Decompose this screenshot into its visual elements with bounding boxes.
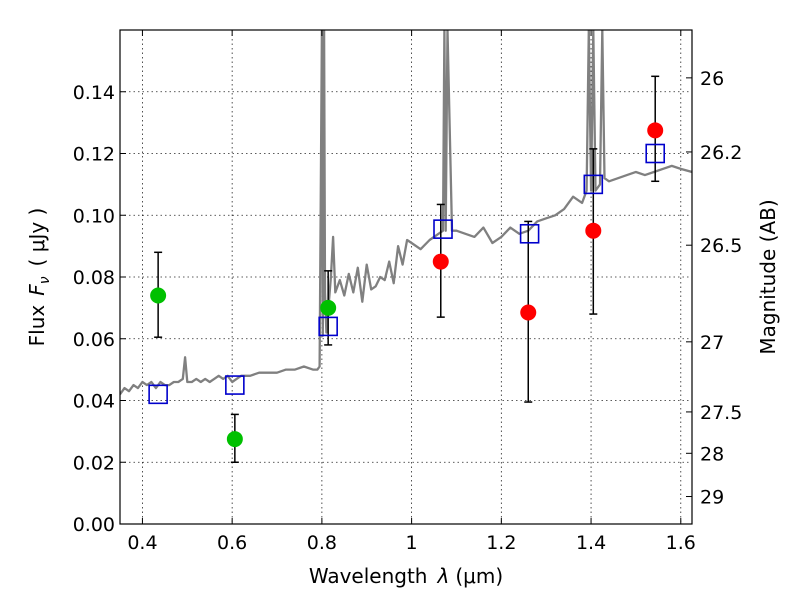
detections-green-point xyxy=(320,299,337,316)
y-tick-label: 0.12 xyxy=(73,144,115,166)
right-tick-label: 28 xyxy=(700,443,724,465)
right-tick-label: 26.5 xyxy=(700,235,742,257)
y-tick-label: 0.06 xyxy=(73,329,115,351)
model-photometry-layer xyxy=(148,143,666,405)
y-tick-label: 0.00 xyxy=(73,514,115,536)
detections-red-point xyxy=(647,122,664,139)
x-tick-label: 0.4 xyxy=(127,532,157,554)
model-photometry-box xyxy=(225,375,245,395)
model-photometry-box xyxy=(148,384,168,405)
right-tick-label: 26 xyxy=(700,68,724,90)
detections-red-point xyxy=(585,222,602,239)
y-tick-label: 0.10 xyxy=(73,205,115,227)
detections-red-point xyxy=(520,304,537,321)
y-axis-label: FluxFν( μJy ) xyxy=(25,208,53,347)
x-tick-label: 1.2 xyxy=(486,532,516,554)
right-tick-label: 27.5 xyxy=(700,402,742,424)
y-tick-label: 0.08 xyxy=(73,267,115,289)
x-axis-label: Wavelength λ (μm) xyxy=(309,564,503,588)
model-photometry-box xyxy=(583,174,604,195)
x-tick-label: 1.6 xyxy=(666,532,696,554)
right-tick-label: 26.2 xyxy=(700,142,742,164)
x-tick-label: 0.8 xyxy=(307,532,337,554)
right-tick-label: 29 xyxy=(700,487,724,509)
model-photometry-box xyxy=(645,143,666,164)
model-photometry-box xyxy=(318,316,338,337)
y-tick-label: 0.14 xyxy=(73,82,115,104)
x-tick-label: 1 xyxy=(406,532,418,554)
x-tick-label: 1.4 xyxy=(576,532,606,554)
y-tick-label: 0.04 xyxy=(73,391,115,413)
x-tick-label: 0.6 xyxy=(217,532,247,554)
right-tick-label: 27 xyxy=(700,332,724,354)
right-axis-label: Magnitude (AB) xyxy=(756,199,780,354)
model-photometry-box xyxy=(433,219,453,239)
tick-layer: 0.4 0.6 0.8 1 1.2 1.4 1.6 0.00 0.02 0.04 0.06 0.08 0… xyxy=(73,30,742,554)
detections-green-point xyxy=(226,431,243,448)
y-tick-label: 0.02 xyxy=(73,452,115,474)
model-photometry-box xyxy=(519,223,540,244)
detections-red-point xyxy=(432,253,449,270)
detections-green-point xyxy=(150,287,167,304)
data-point-layer xyxy=(150,122,664,448)
